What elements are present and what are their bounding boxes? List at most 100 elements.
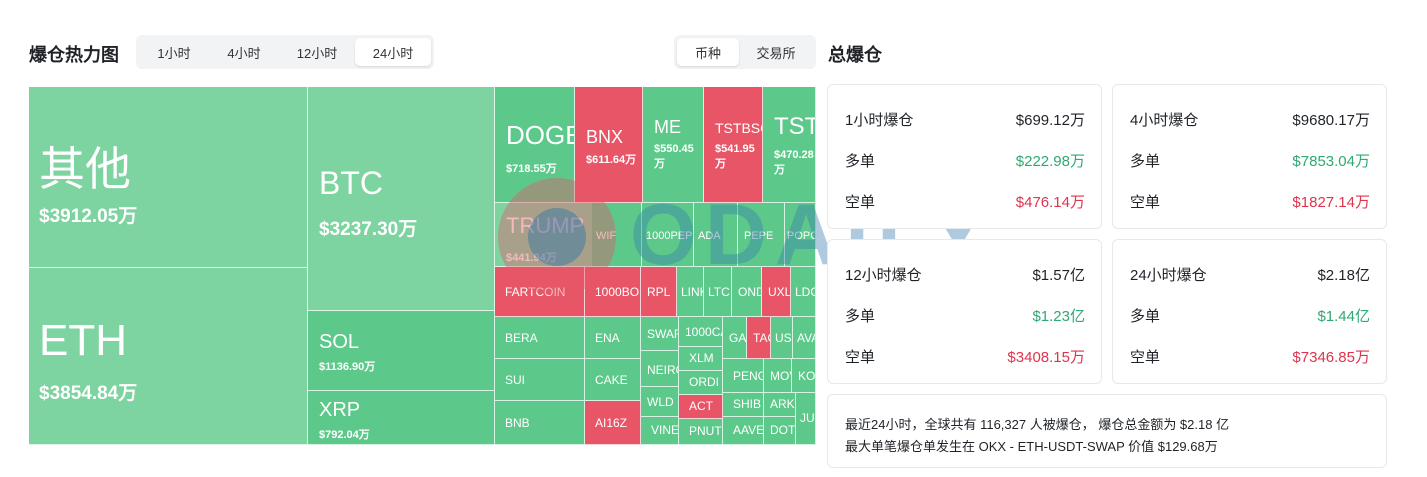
treemap-cell-gala[interactable]: GALA (723, 317, 747, 359)
summary-line-1: 最近24小时，全球共有 116,327 人被爆仓， 爆仓总金额为 $2.18 亿 (845, 417, 1230, 432)
treemap-cell-doge[interactable]: DOGE $718.55万 (495, 87, 575, 203)
group-option-exchange[interactable]: 交易所 (756, 45, 796, 61)
card-total: $1.57亿 (1032, 267, 1085, 284)
treemap-cell-tst[interactable]: TST $470.28万 (763, 87, 816, 203)
long-label: 多单 (1130, 308, 1161, 325)
treemap-cell-name: MOVE (770, 369, 791, 383)
treemap-cell-name: TAO (753, 331, 770, 345)
treemap-cell-value: $3912.05万 (39, 206, 138, 227)
treemap-cell-name: POPCAT (787, 230, 815, 242)
treemap-cell-koma[interactable]: KOMA (792, 359, 816, 393)
treemap-cell-name: AVAX (797, 331, 815, 345)
time-option-12h[interactable]: 12小时 (296, 45, 338, 61)
treemap-cell-name: FARTCOIN (505, 285, 566, 299)
treemap-cell-name: SWARMS (647, 327, 678, 341)
group-selector: 币种 交易所 (674, 35, 816, 69)
treemap-cell-name: BERA (505, 331, 538, 345)
treemap-cell-tao[interactable]: TAO (747, 317, 771, 359)
treemap-cell-sui[interactable]: SUI (495, 359, 585, 401)
treemap-cell-value: $441.94万 (506, 252, 557, 264)
treemap-cell-ai16z[interactable]: AI16Z (585, 401, 641, 445)
treemap-cell-name: TSTBSC (715, 120, 762, 136)
card-label: 4小时爆仓 (1130, 112, 1199, 129)
treemap-cell-name: TST (774, 113, 816, 140)
treemap-cell-name: AAVE (733, 423, 764, 437)
treemap-cell-vine[interactable]: VINE (641, 417, 679, 445)
card-label: 12小时爆仓 (845, 267, 922, 284)
treemap-cell-rpl[interactable]: RPL (641, 267, 677, 317)
treemap-cell-name: ORDI (689, 375, 719, 389)
treemap-cell-arkm[interactable]: ARKM (764, 393, 796, 417)
treemap-cell-name: JUP (800, 411, 815, 425)
treemap-cell-ordi[interactable]: ORDI (679, 371, 723, 395)
treemap-cell-popcat[interactable]: POPCAT (785, 203, 816, 267)
treemap-cell-me[interactable]: ME $550.45万 (643, 87, 704, 203)
treemap-cell-name: XLM (689, 351, 714, 365)
time-option-1h[interactable]: 1小时 (157, 45, 191, 61)
treemap-cell-avax[interactable]: AVAX (793, 317, 816, 359)
liquidation-summary: 最近24小时，全球共有 116,327 人被爆仓， 爆仓总金额为 $2.18 亿… (827, 394, 1387, 468)
time-option-24h[interactable]: 24小时 (355, 38, 431, 66)
treemap-cell-name: PEPE (744, 230, 774, 242)
card-total: $699.12万 (1015, 112, 1085, 129)
treemap-cell-ena[interactable]: ENA (585, 317, 641, 359)
treemap-cell-name: 1000PEPE (646, 230, 693, 242)
treemap-cell-bera[interactable]: BERA (495, 317, 585, 359)
treemap-cell-1000pepe[interactable]: 1000PEPE (642, 203, 694, 267)
stat-card-12h: 12小时爆仓 $1.57亿 多单 $1.23亿 空单 $3408.15万 (827, 239, 1102, 384)
group-option-coin[interactable]: 币种 (677, 38, 739, 66)
treemap-cell-wif[interactable]: WIF (592, 203, 642, 267)
treemap-cell-ondo[interactable]: ONDO (732, 267, 762, 317)
treemap-cell-pengu[interactable]: PENGU (723, 359, 764, 393)
treemap-cell-cake[interactable]: CAKE (585, 359, 641, 401)
treemap-cell-eth[interactable]: ETH $3854.84万 (29, 268, 308, 445)
treemap-cell-link[interactable]: LINK (677, 267, 704, 317)
treemap-cell-aave[interactable]: AAVE (723, 417, 764, 445)
short-label: 空单 (1130, 194, 1161, 211)
treemap-cell-xrp[interactable]: XRP $792.04万 (308, 391, 495, 445)
treemap-cell-act[interactable]: ACT (679, 395, 723, 419)
treemap-cell-jup[interactable]: JUP (796, 393, 816, 445)
long-value: $1.23亿 (1032, 308, 1085, 325)
treemap-cell-pepe[interactable]: PEPE (738, 203, 785, 267)
stat-card-1h: 1小时爆仓 $699.12万 多单 $222.98万 空单 $476.14万 (827, 84, 1102, 229)
treemap-cell-btc[interactable]: BTC $3237.30万 (308, 87, 495, 311)
treemap-cell-value: $3854.84万 (39, 383, 138, 404)
treemap-cell-name: DOT (770, 423, 796, 437)
treemap-cell-name: BNB (505, 416, 530, 430)
treemap-cell-name: TRUMP (506, 213, 585, 238)
long-value: $7853.04万 (1292, 153, 1370, 170)
treemap-cell-name: ACT (689, 399, 713, 413)
treemap-cell-shib[interactable]: SHIB (723, 393, 764, 417)
treemap-cell-1000bonk[interactable]: 1000BONK (585, 267, 641, 317)
treemap-cell-us[interactable]: US (771, 317, 793, 359)
treemap-cell-wld[interactable]: WLD (641, 387, 679, 417)
treemap-cell-xlm[interactable]: XLM (679, 347, 723, 371)
treemap-cell-other[interactable]: 其他 $3912.05万 (29, 87, 308, 268)
treemap-cell-1000cat[interactable]: 1000CAT (679, 317, 723, 347)
treemap-cell-ltc[interactable]: LTC (704, 267, 732, 317)
treemap-cell-name: LDO (795, 285, 815, 299)
treemap-cell-swarms[interactable]: SWARMS (641, 317, 679, 351)
treemap-cell-dot[interactable]: DOT (764, 417, 796, 445)
treemap-cell-name: KOMA (798, 369, 816, 383)
treemap-cell-fartcoin[interactable]: FARTCOIN (495, 267, 585, 317)
treemap-cell-name: ADA (698, 230, 721, 242)
treemap-cell-move[interactable]: MOVE (764, 359, 792, 393)
treemap-cell-ada[interactable]: ADA (694, 203, 738, 267)
stat-card-4h: 4小时爆仓 $9680.17万 多单 $7853.04万 空单 $1827.14万 (1112, 84, 1387, 229)
treemap-cell-name: BNX (586, 127, 624, 147)
treemap-cell-uxlink[interactable]: UXLINK (762, 267, 791, 317)
treemap-cell-tstbsc[interactable]: TSTBSC $541.95万 (704, 87, 763, 203)
treemap-cell-bnb[interactable]: BNB (495, 401, 585, 445)
treemap-cell-ldo[interactable]: LDO (791, 267, 816, 317)
treemap-cell-sol[interactable]: SOL $1136.90万 (308, 311, 495, 391)
time-option-4h[interactable]: 4小时 (227, 45, 261, 61)
treemap-cell-name: XRP (319, 399, 361, 421)
treemap-cell-bnx[interactable]: BNX $611.64万 (575, 87, 643, 203)
treemap-cell-name: WIF (596, 230, 617, 242)
treemap-cell-name: AI16Z (595, 416, 628, 430)
treemap-cell-pnut[interactable]: PNUT (679, 419, 723, 445)
